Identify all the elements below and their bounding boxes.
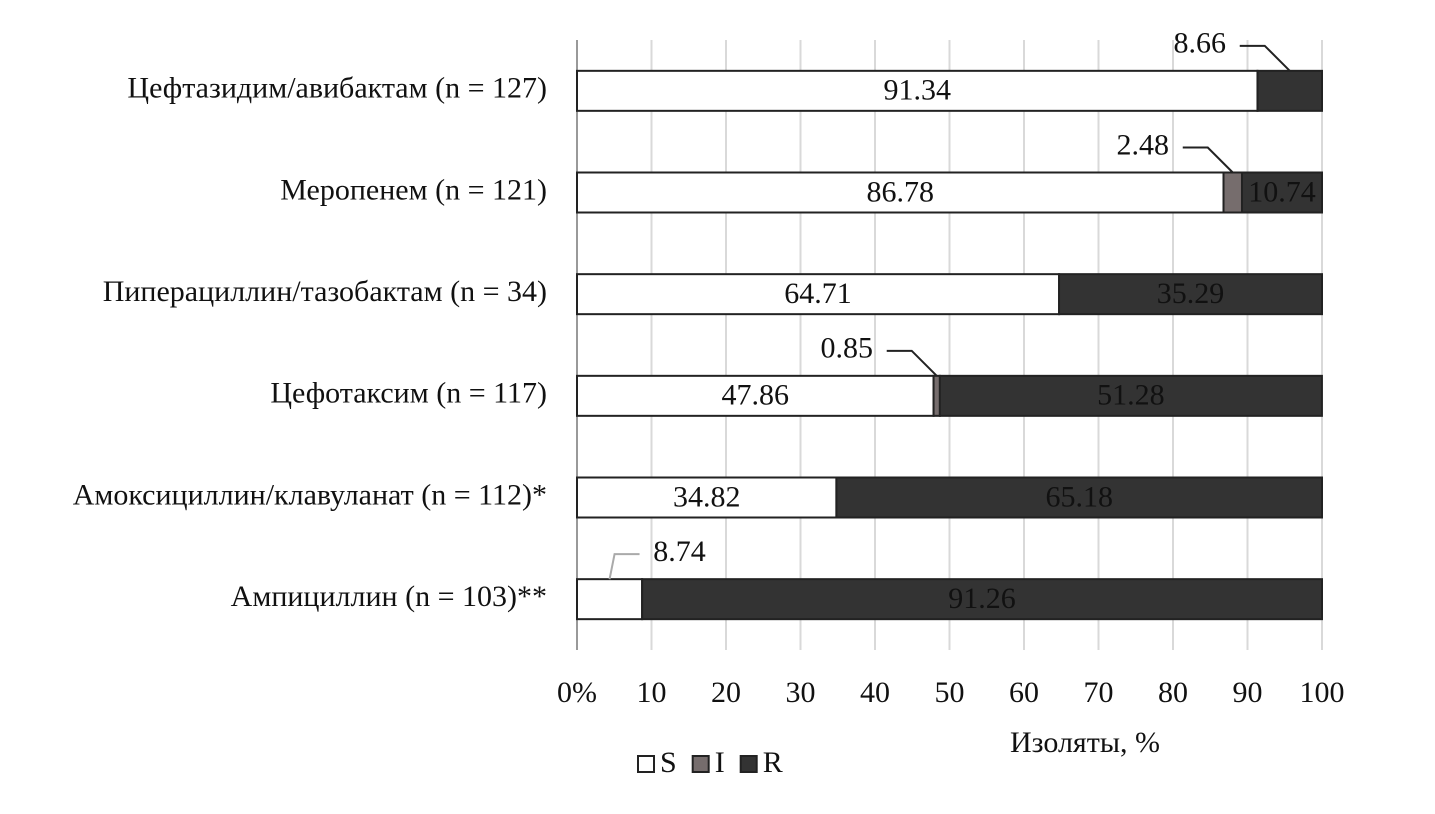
leader-line [1239, 44, 1291, 72]
bar-segment [576, 374, 935, 417]
legend-label: S [660, 746, 677, 779]
x-tick-label: 100 [1300, 676, 1345, 709]
category-label: Амоксициллин/клавуланат (n = 112)* [73, 478, 547, 511]
data-label: 65.18 [1045, 480, 1113, 513]
legend-swatch [739, 755, 758, 773]
x-tick-label: 80 [1158, 676, 1188, 709]
data-label: 35.29 [1157, 277, 1225, 310]
data-label: 10.74 [1248, 175, 1316, 208]
category-label: Цефтазидим/авибактам (n = 127) [127, 72, 547, 105]
bar-segment [576, 171, 1225, 214]
data-label: 91.34 [883, 74, 951, 107]
x-tick-label: 20 [711, 676, 741, 709]
category-label: Ампициллин (n = 103)** [231, 580, 547, 613]
bar-segment [835, 476, 1323, 519]
legend-label: R [763, 746, 783, 779]
bar-segment [576, 69, 1259, 112]
x-tick-label: 40 [860, 676, 890, 709]
bar-segment [641, 578, 1323, 621]
data-label: 8.74 [653, 535, 706, 568]
data-label: 86.78 [867, 175, 935, 208]
legend-label: I [715, 746, 725, 779]
leader-line [608, 553, 640, 580]
bar-segment [1256, 69, 1324, 112]
x-axis-title: Изоляты, % [1010, 726, 1160, 759]
data-label: 2.48 [1116, 128, 1169, 161]
data-label: 34.82 [673, 480, 741, 513]
x-tick-label: 0% [557, 676, 597, 709]
legend-swatch [691, 755, 710, 773]
grid [576, 40, 1323, 650]
data-label: 0.85 [820, 332, 873, 365]
data-label: 8.66 [1173, 27, 1226, 60]
bar-segment [576, 578, 644, 621]
legend-swatch [637, 755, 655, 773]
leader-line [886, 349, 938, 377]
bar-segment [1240, 171, 1324, 214]
data-label: 64.71 [784, 277, 852, 310]
x-tick-label: 50 [935, 676, 965, 709]
x-tick-label: 10 [637, 676, 667, 709]
x-tick-label: 90 [1233, 676, 1263, 709]
data-label: 51.28 [1097, 379, 1165, 412]
data-label: 47.86 [722, 379, 790, 412]
bar-segment [576, 273, 1061, 316]
x-tick-label: 60 [1009, 676, 1039, 709]
x-tick-label: 70 [1084, 676, 1114, 709]
category-label: Меропенем (n = 121) [280, 173, 547, 206]
bar-segment [938, 374, 1323, 417]
bar-segment [1058, 273, 1323, 316]
x-tick-label: 30 [786, 676, 816, 709]
bar-segment [1222, 171, 1243, 214]
category-label: Цефотаксим (n = 117) [270, 377, 547, 410]
leader-line [1182, 146, 1234, 174]
data-label: 91.26 [948, 582, 1016, 615]
category-label: Пиперациллин/тазобактам (n = 34) [103, 275, 547, 308]
